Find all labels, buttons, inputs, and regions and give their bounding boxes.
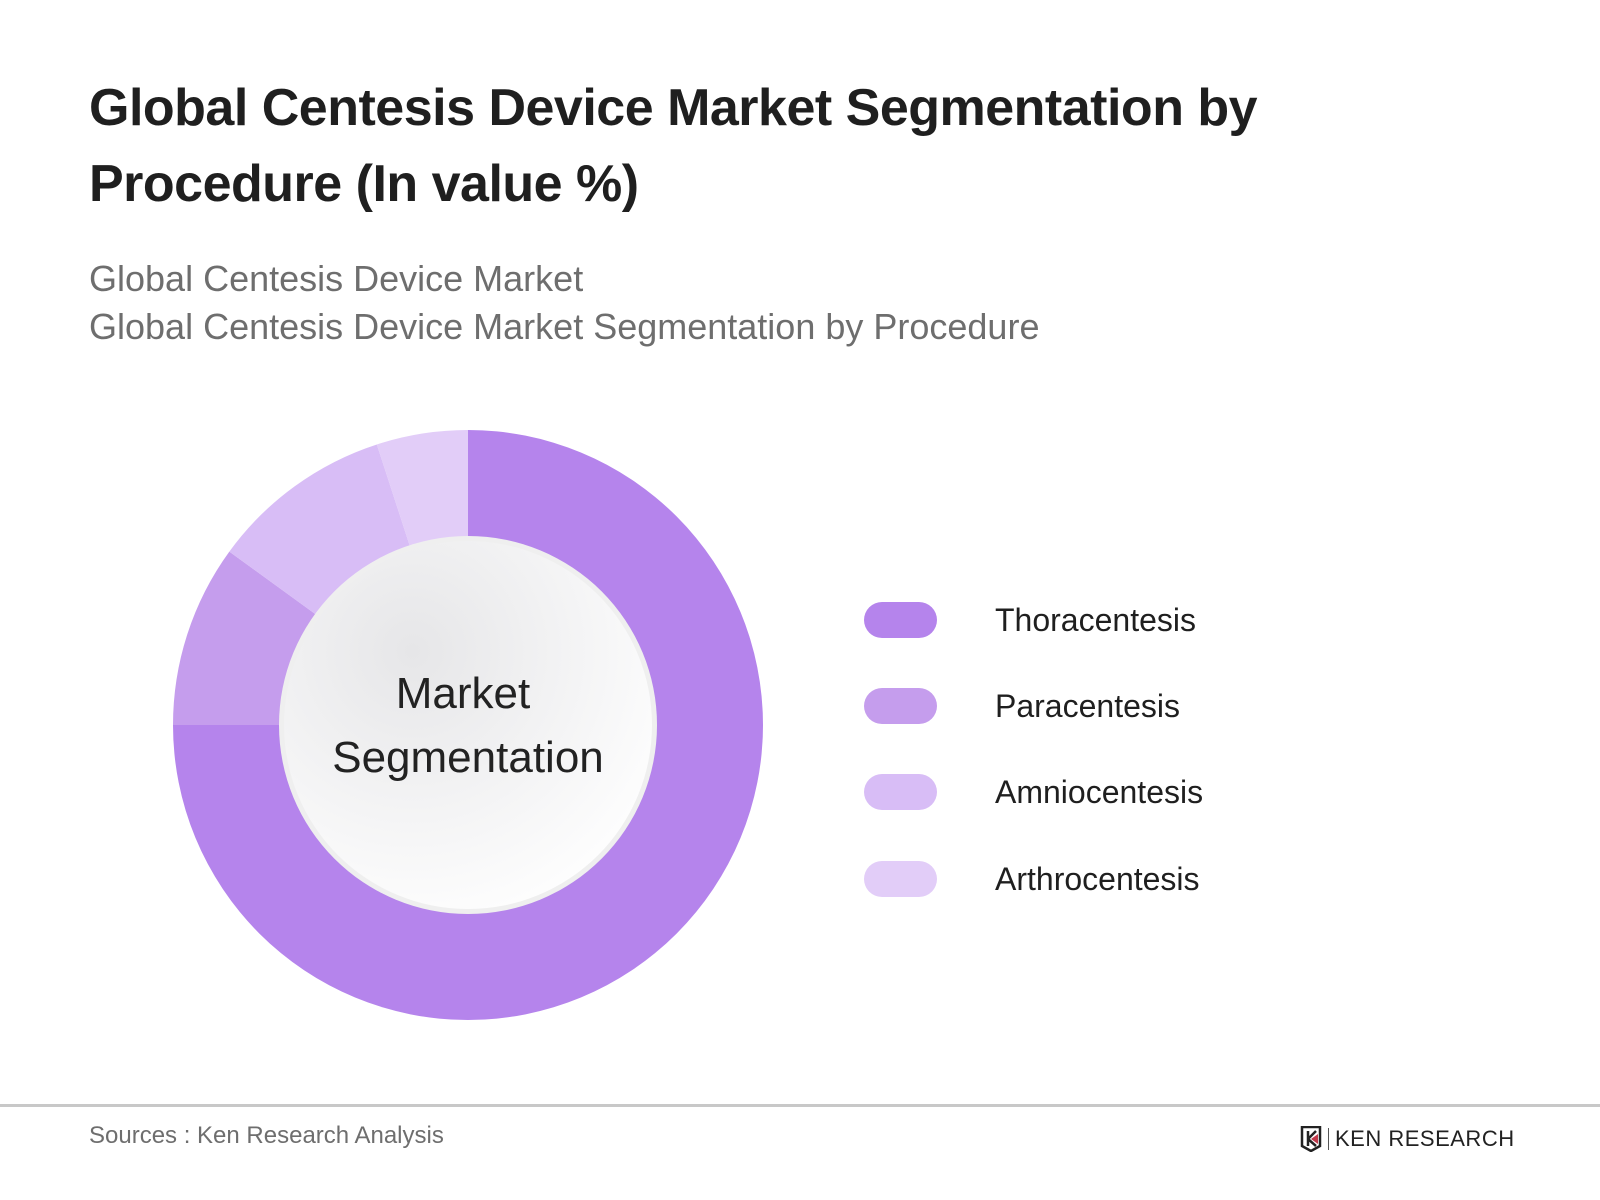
legend-item-thoracentesis: Thoracentesis <box>864 600 1196 640</box>
chart-subtitle-2: Global Centesis Device Market Segmentati… <box>89 306 1040 347</box>
source-note: Sources : Ken Research Analysis <box>89 1122 444 1149</box>
footer-divider <box>0 1104 1600 1107</box>
center-disc <box>284 541 652 909</box>
legend-item-paracentesis: Paracentesis <box>864 686 1180 726</box>
legend-label: Thoracentesis <box>995 601 1196 638</box>
legend-swatch <box>864 861 937 897</box>
legend-swatch <box>864 774 937 810</box>
logo-text: KEN RESEARCH <box>1335 1126 1515 1151</box>
legend-swatch <box>864 688 937 724</box>
ken-research-logo: KEN RESEARCH <box>1300 1126 1515 1152</box>
legend-label: Amniocentesis <box>995 773 1204 810</box>
chart-subtitle-1: Global Centesis Device Market <box>89 258 584 299</box>
legend-item-arthrocentesis: Arthrocentesis <box>864 859 1200 899</box>
slice-thoracentesis <box>173 430 763 1020</box>
ken-logo-icon <box>1300 1126 1322 1152</box>
center-label-line-2: Segmentation <box>332 733 604 782</box>
legend-label: Paracentesis <box>995 687 1180 724</box>
legend-label: Arthrocentesis <box>995 860 1200 897</box>
legend-item-amniocentesis: Amniocentesis <box>864 772 1203 812</box>
center-label-line-1: Market <box>396 669 530 718</box>
legend-swatch <box>864 602 937 638</box>
chart-title: Global Centesis Device Market Segmentati… <box>89 79 1258 213</box>
